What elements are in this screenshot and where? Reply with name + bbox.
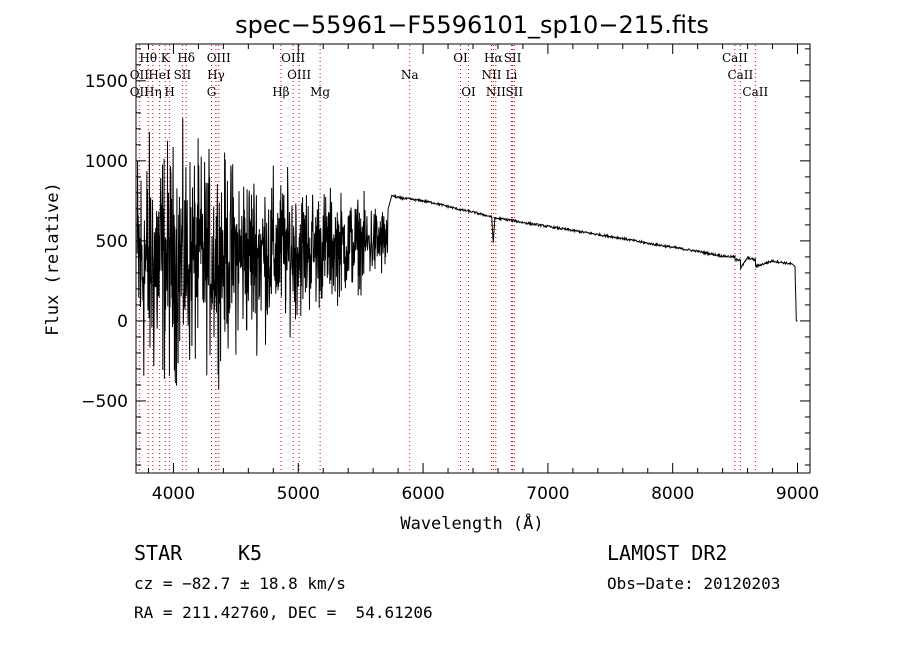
- marker-label: CaII: [722, 51, 748, 65]
- marker-label: SII: [505, 85, 523, 99]
- y-tick-label: 1500: [85, 72, 128, 92]
- survey-name: LAMOST DR2: [607, 541, 728, 565]
- flux-series-line: [136, 118, 798, 390]
- marker-label: Hη: [144, 85, 162, 99]
- marker-label: SII: [504, 51, 522, 65]
- redshift-velocity: cz = −82.7 ± 18.8 km/s: [134, 574, 346, 593]
- y-tick-label: 500: [96, 232, 128, 252]
- y-tick-label: 0: [117, 312, 128, 332]
- marker-label: Hβ: [272, 85, 289, 99]
- marker-label: Hα: [484, 51, 503, 65]
- marker-label: HeI: [148, 68, 171, 82]
- axis-ticks: 4000 5000 6000 7000 8000 9000 −500 0 500 1000 1500: [81, 44, 819, 504]
- marker-label: Mg: [310, 85, 330, 99]
- marker-label: CaII: [727, 68, 753, 82]
- marker-label: K: [161, 51, 171, 65]
- marker-label: H: [164, 85, 174, 99]
- object-subclass: K5: [238, 541, 263, 565]
- marker-label: OIII: [281, 51, 305, 65]
- y-tick-label: −500: [81, 392, 128, 412]
- x-axis-label: Wavelength (Å): [400, 512, 543, 534]
- x-tick-label: 4000: [152, 484, 195, 504]
- marker-label: Na: [401, 68, 419, 82]
- x-tick-label: 8000: [651, 484, 694, 504]
- x-tick-label: 7000: [526, 484, 569, 504]
- marker-label: Li: [506, 68, 518, 82]
- marker-label: OI: [453, 51, 468, 65]
- x-tick-label: 5000: [277, 484, 320, 504]
- x-tick-label: 9000: [776, 484, 819, 504]
- marker-label: NII: [486, 85, 506, 99]
- chart-title: spec−55961−F5596101_sp10−215.fits: [235, 11, 709, 39]
- marker-label: Hγ: [207, 68, 225, 82]
- y-tick-label: 1000: [85, 152, 128, 172]
- marker-label: Hδ: [177, 51, 195, 65]
- marker-label: SII: [174, 68, 192, 82]
- marker-label: OI: [461, 85, 476, 99]
- marker-label: OIII: [287, 68, 311, 82]
- marker-label: OII: [130, 68, 150, 82]
- marker-label: G: [207, 85, 217, 99]
- marker-label: OIII: [207, 51, 231, 65]
- marker-label: OII: [130, 85, 150, 99]
- marker-label: NII: [481, 68, 501, 82]
- coordinates: RA = 211.42760, DEC = 54.61206: [134, 603, 433, 622]
- object-class: STAR: [134, 541, 183, 565]
- x-tick-label: 6000: [401, 484, 444, 504]
- marker-label: CaII: [742, 85, 768, 99]
- y-axis-label: Flux (relative): [43, 182, 63, 336]
- observation-date: Obs−Date: 20120203: [607, 574, 781, 593]
- marker-label: Hθ: [139, 51, 157, 65]
